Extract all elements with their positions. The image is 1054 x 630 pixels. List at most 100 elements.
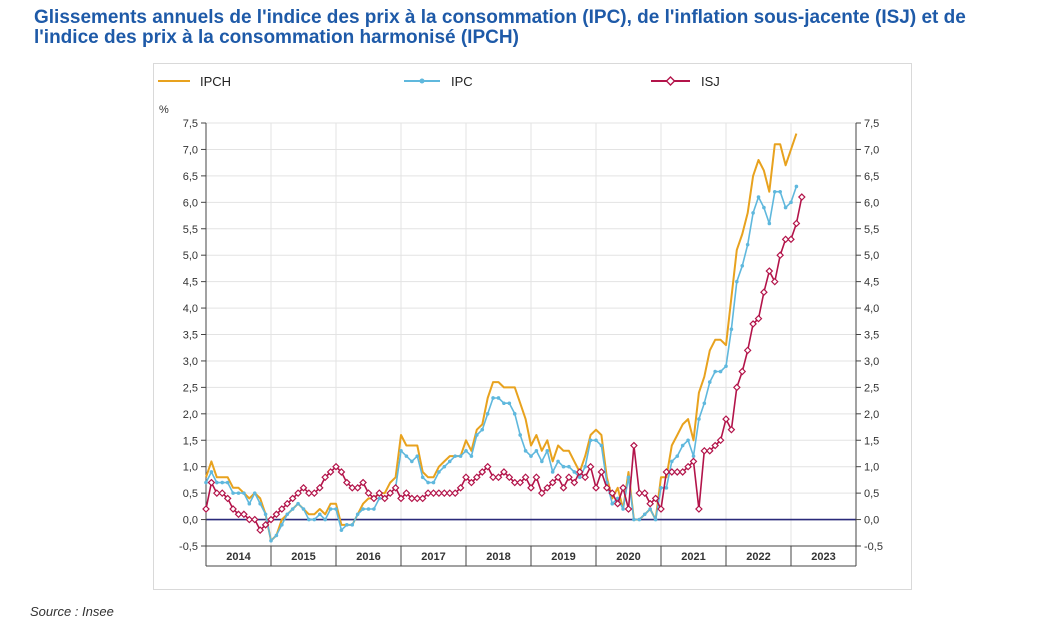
- ipc-point: [664, 486, 669, 490]
- y-tick-label-right: 5,5: [864, 224, 879, 236]
- ipc-point: [599, 443, 604, 448]
- isj-point: [592, 483, 600, 492]
- y-tick-label-right: -0,5: [864, 541, 883, 553]
- isj-point: [624, 505, 633, 513]
- ipc-point: [653, 517, 658, 522]
- ipc-point: [778, 189, 782, 194]
- ipc-point: [345, 523, 349, 527]
- x-year-label: 2022: [746, 551, 770, 563]
- isj-point: [288, 494, 297, 503]
- ipc-point: [290, 507, 295, 511]
- isj-point: [505, 473, 514, 482]
- ipc-point: [518, 433, 522, 437]
- ipc-point: [702, 401, 707, 406]
- ipc-point: [523, 449, 528, 453]
- isj-point: [776, 251, 785, 260]
- isj-point: [267, 515, 275, 524]
- ipc-point: [556, 459, 560, 464]
- y-tick-label-left: 2,0: [183, 409, 198, 421]
- isj-point: [743, 346, 752, 355]
- ipc-point: [372, 507, 376, 511]
- grid-layer: [205, 122, 857, 547]
- y-tick-label-right: 7,0: [864, 144, 879, 156]
- ipc-point: [458, 454, 463, 458]
- isj-point: [554, 473, 562, 482]
- ipc-point: [789, 200, 793, 205]
- isj-point: [240, 510, 248, 519]
- isj-point: [657, 505, 665, 513]
- y-tick-label-left: 7,0: [183, 144, 198, 156]
- ipc-point: [772, 189, 777, 194]
- isj-point: [559, 483, 568, 492]
- isj-point: [754, 314, 763, 323]
- isj-point: [261, 521, 270, 529]
- y-tick-label-left: 0,0: [183, 515, 198, 527]
- isj-point: [380, 494, 389, 503]
- isj-point: [700, 446, 709, 455]
- ipc-point: [751, 211, 755, 215]
- ipc-point: [334, 507, 338, 511]
- isj-point: [456, 483, 465, 492]
- isj-point: [705, 446, 714, 455]
- source-note: Source : Insee: [30, 604, 114, 619]
- y-tick-label-left: 2,5: [183, 382, 198, 394]
- isj-point: [781, 235, 790, 244]
- y-tick-label-right: 2,5: [864, 382, 879, 394]
- isj-point: [787, 235, 795, 244]
- ipc-point: [247, 501, 252, 506]
- ipc-point: [480, 427, 485, 432]
- ipc-point: [350, 523, 355, 527]
- ipc-point: [231, 491, 235, 495]
- ipc-point: [794, 184, 799, 189]
- isj-point: [348, 483, 357, 492]
- ipc-point: [453, 454, 457, 458]
- ipc-point: [236, 491, 241, 495]
- isj-point: [500, 468, 508, 476]
- series-layer: [202, 133, 806, 543]
- ipc-point: [269, 538, 273, 543]
- isj-point: [527, 483, 535, 492]
- ipc-point: [502, 401, 506, 406]
- ipc-point: [301, 507, 306, 511]
- ipc-point: [670, 459, 674, 464]
- isj-point: [337, 468, 346, 476]
- chart-panel: -0,5 -0,5 0,0 0,0 0,5 0,5 1,0 1,0 1,5 1,5 2,0 2,0 2,…: [153, 63, 912, 590]
- ipc-point: [626, 475, 631, 480]
- ipc-point: [621, 507, 625, 511]
- isj-point: [738, 367, 747, 376]
- y-tick-label-left: 0,5: [183, 488, 198, 500]
- ipc-point: [263, 512, 268, 517]
- isj-point: [667, 468, 676, 476]
- ipc-point: [648, 507, 652, 511]
- isj-point: [305, 489, 313, 497]
- isj-point: [532, 473, 541, 482]
- isj-point: [359, 478, 367, 487]
- isj-point: [727, 425, 736, 434]
- ipc-point: [431, 480, 436, 485]
- y-tick-label-right: 6,5: [864, 171, 879, 183]
- y-tick-label-left: 5,0: [183, 250, 198, 262]
- isj-point: [299, 483, 308, 492]
- ipc-point: [220, 480, 225, 485]
- ipc-point: [209, 470, 214, 474]
- isj-point: [483, 462, 492, 471]
- ipc-point: [561, 464, 566, 469]
- x-year-label: 2018: [486, 551, 510, 563]
- y-tick-label-left: 6,0: [183, 197, 198, 209]
- y-tick-label-left: 4,5: [183, 277, 198, 289]
- legend-label-ipc: IPC: [451, 74, 473, 89]
- ipc-point: [323, 517, 327, 522]
- ipc-point: [540, 459, 544, 464]
- ipc-point: [735, 279, 739, 284]
- y-tick-label-left: 6,5: [183, 171, 198, 183]
- ipc-point: [691, 454, 696, 458]
- ipc-point: [642, 512, 647, 517]
- isj-point: [326, 468, 335, 476]
- y-tick-label-right: 2,0: [864, 409, 879, 421]
- ipc-point: [307, 517, 311, 522]
- isj-point: [245, 515, 254, 524]
- ipc-point: [415, 454, 420, 458]
- ipc-point: [242, 491, 246, 495]
- isj-point: [229, 505, 237, 513]
- isj-point: [364, 489, 373, 497]
